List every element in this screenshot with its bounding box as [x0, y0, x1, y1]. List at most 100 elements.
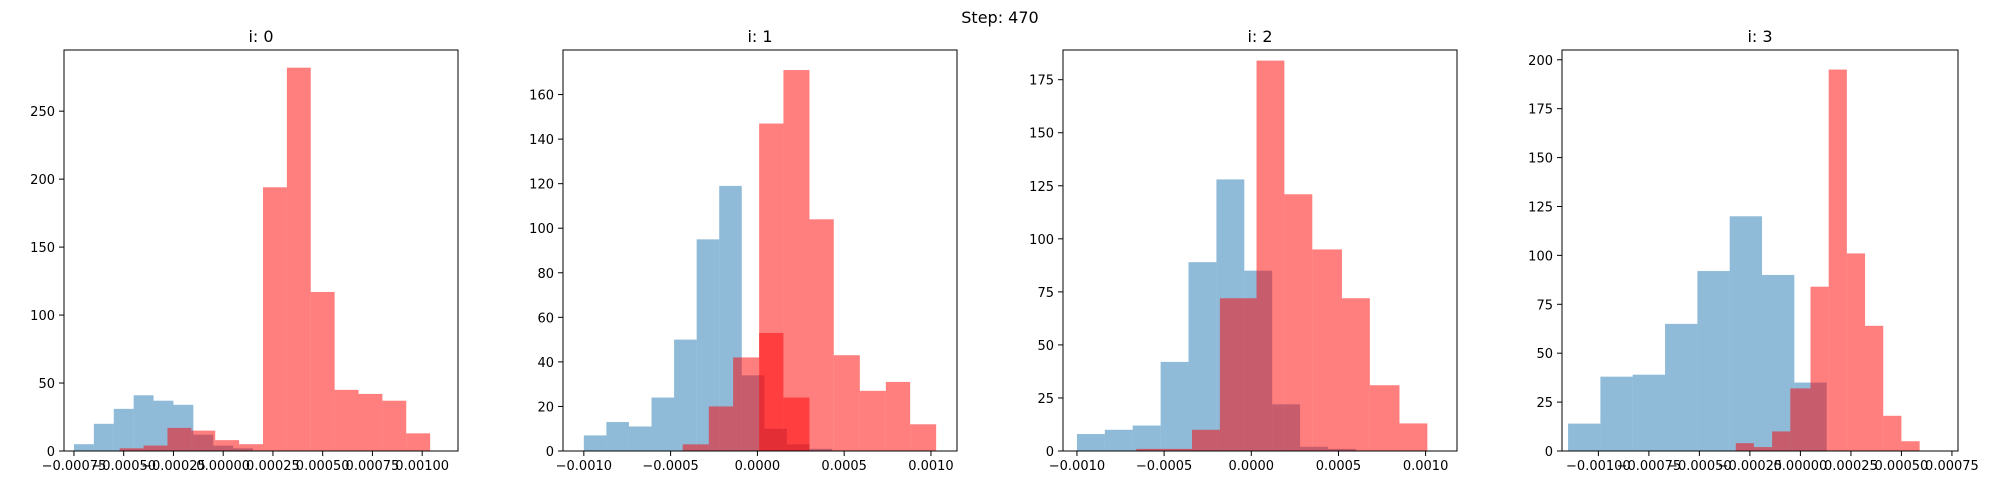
x-tick-label: −0.00075 [1617, 459, 1682, 474]
y-tick-label: 0 [546, 445, 554, 460]
histogram-bar [708, 406, 734, 451]
y-tick-label: 125 [1528, 200, 1553, 215]
histogram-bar [583, 435, 607, 451]
histogram-bar [1632, 374, 1666, 451]
subplot-title: i: 1 [747, 27, 772, 46]
histogram-bar [674, 339, 697, 451]
histogram-bar [113, 408, 134, 451]
histogram-bar [119, 448, 144, 451]
histogram-bar [215, 440, 240, 451]
subplot-2: −0.0010 −0.0005 0.0000 0.0005 0.0010 0 25 50 75 1… [1029, 27, 1458, 474]
y-tick-label: 100 [529, 222, 554, 237]
x-tick-label: 0.0005 [1316, 459, 1362, 474]
axes-frame [63, 49, 459, 452]
y-tick-label: 20 [537, 400, 554, 415]
x-tick-label: −0.00025 [1718, 459, 1783, 474]
histogram-bar [1790, 388, 1811, 451]
histogram-bar [651, 397, 675, 451]
y-tick-label: 60 [537, 311, 554, 326]
histogram-bar [191, 430, 216, 451]
x-tick-label: 0.00025 [1824, 459, 1878, 474]
subplot-1: −0.0010 −0.0005 0.0000 0.0005 0.0010 0 20 40 60 8… [529, 27, 958, 474]
subplot-title: i: 2 [1247, 27, 1272, 46]
histogram-bar [262, 187, 287, 452]
histogram-bar [606, 422, 629, 451]
histogram-bar [682, 444, 709, 451]
histogram-bar [733, 357, 760, 451]
y-tick-label: 140 [529, 133, 554, 148]
histogram-bar [783, 397, 810, 451]
y-tick-label: 125 [1029, 180, 1054, 195]
histogram-bar [1735, 443, 1754, 451]
figure-suptitle: Step: 470 [961, 8, 1039, 27]
x-tick-label: −0.0010 [1049, 459, 1105, 474]
y-tick-label: 25 [1536, 396, 1553, 411]
histogram-bar [859, 390, 886, 451]
histogram-bar [809, 219, 834, 451]
axes-frame [1561, 49, 1959, 452]
histogram-bar [1883, 415, 1902, 451]
histogram-bar [1810, 286, 1829, 451]
histogram-bar [885, 381, 911, 451]
histogram-bar [1312, 249, 1342, 451]
histogram-bar [696, 239, 720, 451]
histogram-bar [1188, 262, 1217, 451]
y-tick-label: 75 [1536, 298, 1553, 313]
x-tick-label: 0.00000 [196, 459, 250, 474]
histogram-bar [239, 444, 263, 451]
x-tick-label: 0.00075 [1925, 459, 1979, 474]
histogram-bar [628, 426, 652, 451]
x-tick-label: −0.00025 [141, 459, 206, 474]
y-tick-label: 150 [30, 241, 55, 256]
histogram-bar [1600, 376, 1633, 451]
histogram-bar [1846, 253, 1866, 451]
histogram-bar [1865, 325, 1884, 451]
histogram-bar [382, 400, 407, 451]
x-tick-label: −0.00100 [1566, 459, 1631, 474]
histogram-bar [1104, 429, 1133, 451]
x-tick-label: 0.0010 [908, 459, 954, 474]
subplot-3: −0.00100−0.00075−0.00050−0.000250.000000… [1528, 27, 1979, 474]
histogram-bar [1132, 425, 1161, 451]
histogram-bar [910, 424, 937, 451]
histogram-bar [1901, 441, 1920, 451]
histogram-bar [93, 423, 114, 451]
subplot-title: i: 0 [248, 27, 273, 46]
histogram-bar [406, 433, 431, 451]
histogram-bar [783, 70, 810, 452]
x-tick-label: 0.00025 [246, 459, 300, 474]
y-tick-label: 0 [1545, 445, 1553, 460]
x-tick-label: 0.00050 [296, 459, 350, 474]
histogram-bar [759, 332, 784, 451]
y-tick-label: 200 [1528, 54, 1553, 69]
axes-frame [1062, 49, 1458, 452]
histogram-bar [1076, 434, 1105, 451]
histogram-bar [1160, 361, 1189, 451]
x-tick-label: 0.00050 [1875, 459, 1929, 474]
histogram-bar [73, 444, 94, 451]
x-tick-label: −0.00075 [42, 459, 107, 474]
y-tick-label: 0 [47, 445, 55, 460]
y-tick-label: 40 [537, 356, 554, 371]
x-tick-label: 0.0000 [1229, 459, 1275, 474]
histogram-bar [334, 389, 359, 451]
histogram-bar [1772, 431, 1791, 451]
histogram-bar [1369, 385, 1400, 451]
histogram-bar [1192, 429, 1220, 451]
histogram-bar [133, 395, 154, 451]
histogram-bar [1568, 423, 1601, 451]
histogram-bar [1729, 216, 1763, 451]
histogram-bar [167, 427, 192, 451]
x-tick-label: 0.00000 [1774, 459, 1828, 474]
x-tick-label: −0.00050 [1667, 459, 1732, 474]
y-tick-label: 80 [537, 267, 554, 282]
x-tick-label: −0.00050 [91, 459, 156, 474]
y-tick-label: 120 [529, 178, 554, 193]
y-tick-label: 50 [1037, 339, 1054, 354]
histogram-bar [1341, 298, 1370, 451]
y-tick-label: 50 [38, 377, 55, 392]
histogram-bar [1164, 448, 1193, 451]
axes-frame [562, 49, 958, 452]
y-tick-label: 175 [1528, 103, 1553, 118]
histogram-bar [1284, 194, 1313, 451]
